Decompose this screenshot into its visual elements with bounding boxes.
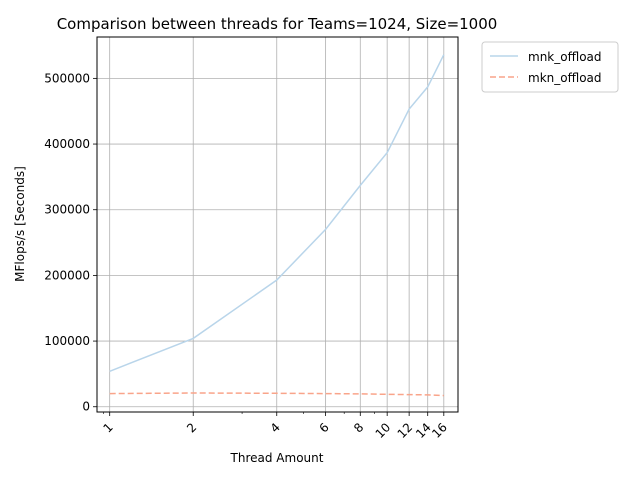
x-tick-label: 10 (373, 420, 394, 441)
y-tick-label: 400000 (44, 137, 90, 151)
x-tick-label: 1 (101, 420, 116, 435)
legend-mnk-offload-label: mnk_offload (528, 50, 602, 64)
y-tick-label: 300000 (44, 203, 90, 217)
y-axis-label: MFlops/s [Seconds] (13, 166, 27, 282)
x-tick-label: 4 (268, 420, 283, 435)
x-tick-label: 8 (351, 420, 366, 435)
grid-lines (97, 37, 458, 412)
legend-frame (481, 41, 619, 93)
y-tick-label: 0 (82, 400, 90, 414)
y-axis-ticks: 0 100000 200000 300000 400000 500000 (44, 71, 97, 414)
plot-frame (96, 36, 459, 413)
y-tick-label: 200000 (44, 268, 90, 282)
x-tick-label: 6 (316, 420, 331, 435)
x-axis-label: Thread Amount (230, 451, 324, 465)
legend: mnk_offload mkn_offload (481, 41, 619, 93)
series-line-mkn-offload (109, 392, 444, 397)
x-tick-label: 2 (184, 420, 199, 435)
series-lines (109, 54, 445, 397)
x-tick-label: 16 (429, 420, 450, 441)
y-tick-label: 500000 (44, 71, 90, 85)
x-tick-label: 12 (395, 420, 416, 441)
y-tick-label: 100000 (44, 334, 90, 348)
chart-title: Comparison between threads for Teams=102… (57, 15, 498, 33)
series-line-mnk-offload (109, 54, 445, 372)
legend-mkn-offload-label: mkn_offload (528, 71, 602, 85)
